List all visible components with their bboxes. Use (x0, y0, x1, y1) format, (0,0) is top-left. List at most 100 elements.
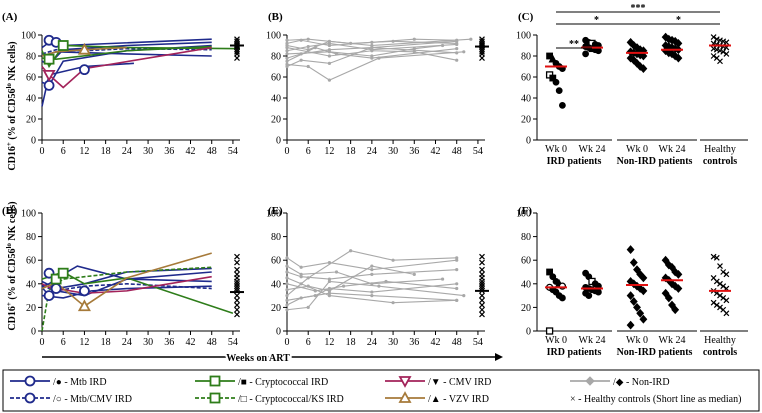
x-tick-label: 6 (61, 146, 66, 157)
panel-label-b: (B) (268, 11, 283, 23)
y-title-part-b: + (5, 302, 13, 306)
y-tick-label: 0 (276, 327, 281, 338)
panel-d: (D) 0 20 40 60 80 100 0 6 12 18 24 30 36 42 48 54 (2, 205, 244, 348)
panel-label-f: (F) (518, 205, 532, 217)
healthy-x-marker (234, 266, 240, 273)
significance-label: * (594, 15, 599, 26)
x-tick-label: 12 (324, 146, 334, 157)
series-point (370, 54, 374, 58)
open-tri-up-marker (77, 42, 91, 55)
healthy-x-marker (479, 253, 485, 260)
healthy-x-marker (234, 302, 240, 308)
data-point (559, 101, 566, 109)
series-point (370, 43, 374, 48)
data-point (639, 51, 648, 61)
panel-e: (E) 0 20 40 60 80 100 0 6 12 18 24 30 36 42 48 54 (266, 205, 489, 348)
legend-label: /○ - Mtb/CMV IRD (53, 394, 132, 405)
legend-marker-icon (209, 375, 221, 387)
panel-a: (A) 0 20 40 60 80 100 0 6 12 18 24 30 36 42 48 54 (2, 11, 244, 157)
series-point (455, 268, 459, 272)
healthy-x-marker (479, 278, 485, 285)
data-point (552, 78, 560, 86)
open-tri-down-marker (42, 70, 56, 82)
y-tick-label: 20 (521, 303, 531, 314)
series-point (440, 277, 445, 281)
group-label: IRD patients (547, 347, 602, 358)
significance-label: ** (569, 39, 579, 50)
data-point (629, 258, 638, 267)
y-title-part-c: (% of CD56 (7, 89, 18, 143)
data-point (595, 47, 602, 55)
data-point (668, 262, 676, 272)
data-point (671, 305, 680, 315)
category-label: Healthy (704, 144, 736, 155)
data-point (636, 308, 645, 318)
series-point (306, 305, 310, 309)
x-tick-label: 30 (388, 146, 398, 157)
series-point (327, 54, 332, 58)
legend-item: /○ - Mtb/CMV IRD (10, 392, 132, 405)
healthy-x-marker (234, 297, 240, 304)
legend-item: /▼ - CMV IRD (385, 376, 491, 388)
category-label: Wk 0 (626, 144, 648, 155)
data-point (713, 46, 720, 53)
legend-marker-icon (398, 376, 412, 388)
open-square-marker (57, 267, 69, 279)
legend-label: /■ - Cryptococcal IRD (238, 377, 328, 388)
series-point (455, 58, 459, 62)
series-point (327, 279, 332, 284)
x-tick-label: 24 (367, 146, 377, 157)
healthy-x-marker (479, 311, 485, 318)
legend-label: /● - Mtb IRD (53, 377, 107, 388)
series-point (469, 37, 473, 41)
healthy-x-marker (479, 266, 485, 273)
data-point (626, 245, 635, 254)
series-point (327, 294, 332, 298)
healthy-x-marker (479, 46, 485, 53)
panel-c: (C) 0 20 40 60 80 100 Wk 0 Wk 24 Wk 0 Wk 24 Healthy… (516, 3, 748, 167)
series-point (299, 282, 303, 286)
x-tick-label: 54 (228, 337, 238, 348)
x-tick-label: 36 (409, 337, 419, 348)
series-point (455, 41, 459, 46)
data-point (639, 286, 648, 296)
x-tick-label: 36 (164, 337, 174, 348)
series-point (285, 294, 289, 298)
data-point (674, 269, 683, 279)
x-tick-label: 48 (452, 337, 462, 348)
healthy-x-marker (234, 311, 240, 318)
legend-marker-icon (398, 391, 412, 403)
open-circle-marker (79, 285, 90, 297)
x-tick-label: 12 (79, 146, 89, 157)
series-point (370, 272, 374, 276)
panel-label-d: (D) (2, 205, 18, 217)
series-point (299, 265, 303, 269)
legend-marker-icon (24, 375, 36, 387)
data-point (559, 294, 566, 302)
healthy-x-marker (479, 50, 485, 57)
data-point (710, 34, 717, 41)
series-point (391, 258, 395, 262)
series-point (327, 286, 332, 291)
series-point (440, 43, 445, 48)
y-tick-label: 60 (521, 73, 531, 84)
series-point (455, 258, 459, 262)
series-point (412, 37, 416, 41)
series-point (341, 284, 346, 288)
x-axis-title: Weeks on ART (226, 353, 290, 364)
arrow-head-icon (495, 353, 503, 361)
y-title-part-a: CD16 (7, 146, 18, 170)
series-point (285, 270, 289, 274)
x-tick-label: 48 (452, 146, 462, 157)
x-tick-label: 42 (431, 146, 441, 157)
x-tick-label: 18 (101, 146, 111, 157)
x-tick-label: 24 (122, 337, 132, 348)
y-tick-label: 80 (26, 232, 36, 243)
series-point (285, 288, 289, 292)
healthy-x-marker (479, 306, 485, 313)
panel-label-c: (C) (518, 11, 534, 23)
x-tick-label: 6 (61, 337, 66, 348)
y-tick-label: 20 (521, 115, 531, 126)
series-point (306, 48, 310, 52)
